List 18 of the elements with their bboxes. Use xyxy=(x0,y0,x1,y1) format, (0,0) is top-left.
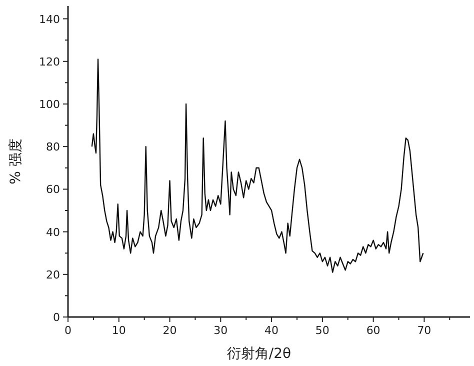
y-tick-label: 100 xyxy=(39,98,60,111)
y-tick-label: 80 xyxy=(46,140,60,154)
y-tick-label: 20 xyxy=(46,268,60,282)
y-tick-label: 40 xyxy=(46,226,60,239)
x-axis-title: 衍射角/2θ xyxy=(226,346,292,362)
x-tick-label: 60 xyxy=(366,324,380,337)
x-tick-label: 30 xyxy=(214,324,228,337)
x-tick-label: 20 xyxy=(162,324,177,337)
x-tick-label: 70 xyxy=(417,324,432,337)
x-tick-label: 50 xyxy=(315,324,330,337)
y-tick-label: 120 xyxy=(39,55,60,68)
x-tick-label: 0 xyxy=(64,324,72,337)
y-tick-label: 60 xyxy=(46,183,60,196)
x-tick-label: 10 xyxy=(112,324,126,337)
y-axis-title: % 强度 xyxy=(8,138,24,184)
x-tick-label: 40 xyxy=(264,324,279,337)
y-tick-label: 140 xyxy=(39,12,60,26)
y-tick-label: 0 xyxy=(53,311,60,324)
